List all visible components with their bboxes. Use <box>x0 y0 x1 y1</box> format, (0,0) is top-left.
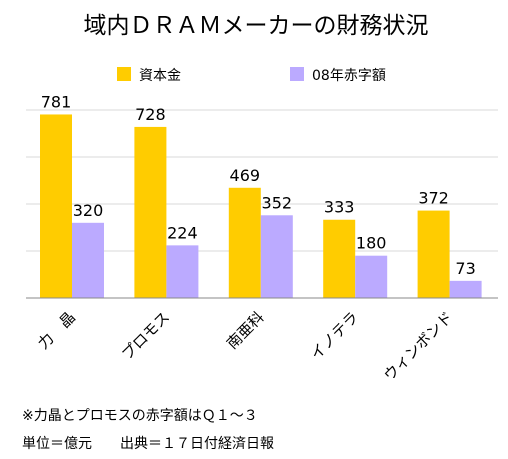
category-label-4: ウィンボンド <box>380 308 456 384</box>
legend-label-deficit: 08年赤字額 <box>312 68 386 84</box>
legend-swatch-deficit <box>290 67 304 81</box>
value-label-capital-4: 372 <box>418 189 449 208</box>
bar-capital-3 <box>323 219 356 298</box>
category-label-2: 南亜科 <box>223 308 268 353</box>
bar-deficit-4 <box>449 280 482 298</box>
value-label-deficit-3: 180 <box>356 234 387 253</box>
bar-capital-4 <box>417 210 450 298</box>
value-label-deficit-0: 320 <box>73 201 104 220</box>
category-label-0: 力 晶 <box>34 308 79 353</box>
footnote: ※力晶とプロモスの赤字額はＱ１～３ <box>22 408 258 424</box>
category-label-1: プロモス <box>118 308 173 363</box>
bar-deficit-0 <box>72 222 104 298</box>
bar-capital-1 <box>134 126 167 298</box>
source-note: 単位＝億元 出典＝１７日付経済日報 <box>22 436 274 452</box>
chart-title: 域内ＤＲＡＭメーカーの財務状況 <box>84 13 429 39</box>
bars <box>40 114 482 298</box>
value-label-capital-2: 469 <box>230 166 261 185</box>
value-label-capital-0: 781 <box>41 92 72 111</box>
category-labels: 力 晶プロモス 南亜科 イノテラ ウィンボンド <box>34 308 456 384</box>
value-label-capital-1: 728 <box>135 105 166 124</box>
bar-capital-2 <box>228 187 261 298</box>
category-label-3: イノテラ <box>307 308 362 363</box>
legend-swatch-capital <box>117 67 131 81</box>
value-label-deficit-4: 73 <box>455 259 475 278</box>
value-label-deficit-1: 224 <box>167 223 198 242</box>
legend: 資本金 08年赤字額 <box>117 67 386 84</box>
bar-deficit-1 <box>166 245 199 298</box>
value-label-deficit-2: 352 <box>262 193 293 212</box>
bar-deficit-2 <box>260 215 293 298</box>
value-label-capital-3: 333 <box>324 198 355 217</box>
bar-capital-0 <box>40 114 72 298</box>
legend-label-capital: 資本金 <box>139 68 181 84</box>
bar-deficit-3 <box>355 255 388 298</box>
